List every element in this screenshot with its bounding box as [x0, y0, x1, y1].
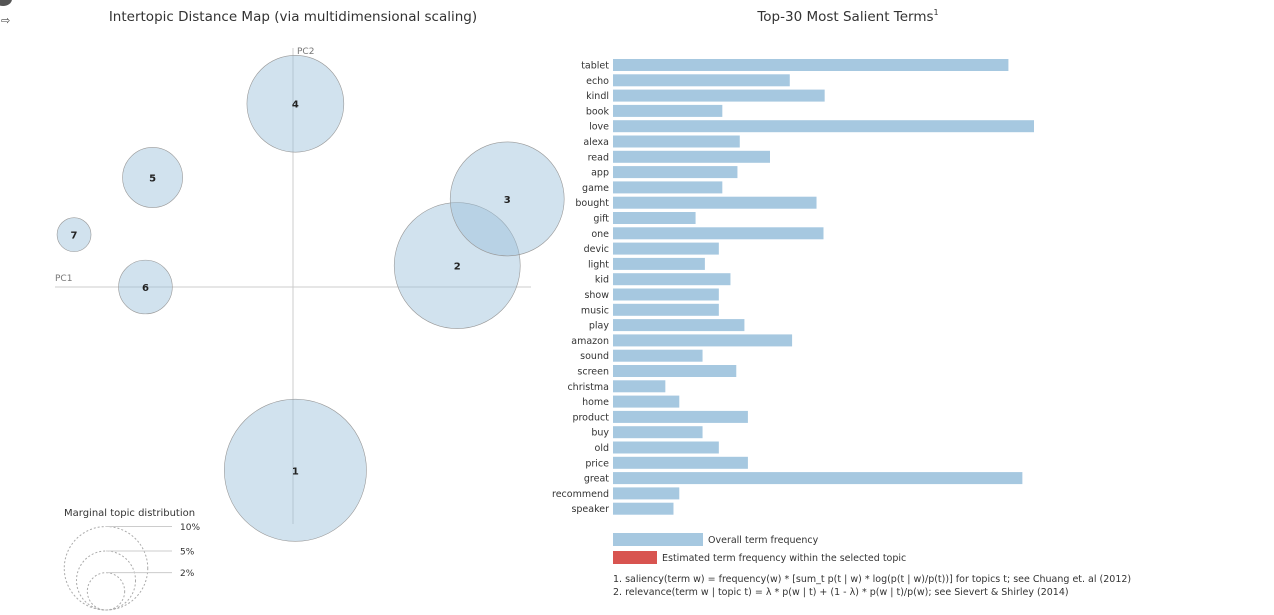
term-label-love[interactable]: love — [589, 122, 609, 133]
footnote-saliency: 1. saliency(term w) = frequency(w) * [su… — [613, 574, 1131, 585]
term-bar-play[interactable] — [613, 319, 745, 332]
status-dot — [0, 0, 12, 6]
term-bar-read[interactable] — [613, 150, 771, 163]
term-bar-buy[interactable] — [613, 426, 703, 439]
term-bar-screen[interactable] — [613, 365, 737, 377]
marginal-label-5: 5% — [180, 547, 195, 557]
marginal-circle-2 — [86, 572, 126, 611]
term-label-sound[interactable]: sound — [580, 351, 609, 362]
legend-label-1: Overall term frequency — [708, 535, 819, 546]
marginal-circle-10 — [63, 526, 149, 611]
term-label-gift[interactable]: gift — [593, 214, 609, 225]
term-label-recommend[interactable]: recommend — [552, 489, 609, 500]
intertopic-map-title: Intertopic Distance Map (via multidimens… — [109, 9, 477, 25]
term-bar-amazon[interactable] — [613, 334, 793, 347]
term-label-book[interactable]: book — [586, 106, 610, 117]
term-bar-christma[interactable] — [613, 380, 666, 393]
term-bar-alexa[interactable] — [613, 135, 740, 148]
term-label-show[interactable]: show — [584, 290, 609, 301]
topic-circle-1[interactable] — [223, 398, 367, 542]
term-label-game[interactable]: game — [582, 183, 609, 194]
term-bar-echo[interactable] — [613, 74, 790, 87]
term-label-one[interactable]: one — [591, 229, 609, 240]
salient-terms-title-text: Top-30 Most Salient Terms — [756, 9, 933, 25]
term-label-bought[interactable]: bought — [575, 198, 609, 209]
marginal-label-2: 2% — [180, 569, 195, 579]
salient-terms-panel: Top-30 Most Salient Terms1 tablet echo kin… — [552, 8, 1131, 598]
term-bar-music[interactable] — [613, 303, 719, 316]
pc1-axis-label: PC1 — [55, 274, 72, 284]
pc2-axis-label: PC2 — [297, 47, 314, 57]
topic-circle-3[interactable] — [449, 141, 565, 257]
topic-label-5[interactable]: 5 — [149, 174, 156, 185]
term-bar-one[interactable] — [613, 227, 824, 240]
topic-circle-6[interactable] — [118, 259, 173, 315]
footnote-relevance: 2. relevance(term w | topic t) = λ * p(w… — [613, 587, 1069, 598]
term-label-home[interactable]: home — [582, 397, 609, 408]
term-bar-game[interactable] — [613, 181, 723, 194]
term-bar-app[interactable] — [613, 166, 738, 179]
term-bar-gift[interactable] — [613, 212, 696, 224]
term-bar-product[interactable] — [613, 410, 748, 423]
legend-label-2: Estimated term frequency within the sele… — [662, 553, 906, 564]
term-label-screen[interactable]: screen — [577, 367, 609, 378]
topic-label-6[interactable]: 6 — [142, 283, 149, 294]
topic-label-2[interactable]: 2 — [454, 262, 461, 273]
term-bar-love[interactable] — [613, 120, 1034, 133]
term-bar-tablet[interactable] — [613, 59, 1009, 71]
term-label-alexa[interactable]: alexa — [583, 137, 609, 148]
term-bar-recommend[interactable] — [613, 487, 680, 500]
topic-label-1[interactable]: 1 — [292, 466, 299, 477]
term-bar-devic[interactable] — [613, 242, 719, 255]
term-label-christma[interactable]: christma — [567, 382, 609, 393]
term-label-kindl[interactable]: kindl — [586, 91, 609, 102]
term-label-speaker[interactable]: speaker — [571, 504, 609, 515]
legend-swatch-2 — [613, 551, 657, 564]
topic-circle-5[interactable] — [122, 147, 183, 208]
salient-terms-title-sup: 1 — [934, 8, 939, 17]
topic-circle-4[interactable] — [246, 54, 345, 153]
term-label-play[interactable]: play — [589, 321, 609, 332]
term-bar-price[interactable] — [613, 456, 748, 469]
topic-label-4[interactable]: 4 — [292, 100, 299, 111]
term-label-kid[interactable]: kid — [595, 275, 609, 286]
term-label-old[interactable]: old — [595, 443, 609, 454]
term-label-echo[interactable]: echo — [586, 76, 609, 87]
term-label-product[interactable]: product — [572, 412, 609, 423]
term-label-read[interactable]: read — [588, 152, 609, 163]
term-bar-speaker[interactable] — [613, 502, 674, 515]
term-label-app[interactable]: app — [591, 168, 609, 179]
term-label-music[interactable]: music — [581, 305, 609, 316]
salient-terms-title: Top-30 Most Salient Terms1 — [756, 8, 938, 25]
term-label-tablet[interactable]: tablet — [581, 61, 609, 72]
term-bar-book[interactable] — [613, 104, 723, 117]
intertopic-panel: Intertopic Distance Map (via multidimens… — [55, 9, 565, 611]
term-label-amazon[interactable]: amazon — [571, 336, 609, 347]
term-label-devic[interactable]: devic — [584, 244, 609, 255]
term-bar-old[interactable] — [613, 441, 719, 454]
topic-circle-7[interactable] — [56, 217, 92, 252]
term-label-buy[interactable]: buy — [591, 428, 609, 439]
topic-label-3[interactable]: 3 — [504, 195, 511, 206]
topic-circle-2[interactable] — [393, 202, 521, 329]
exit-icon[interactable]: ⇨ — [1, 14, 11, 27]
marginal-distribution-title: Marginal topic distribution — [64, 508, 195, 519]
term-bar-bought[interactable] — [613, 196, 817, 209]
term-label-great[interactable]: great — [584, 474, 609, 485]
term-label-price[interactable]: price — [585, 458, 609, 469]
marginal-label-10: 10% — [180, 523, 200, 533]
term-bar-light[interactable] — [613, 257, 705, 270]
legend-swatch-1 — [613, 533, 703, 546]
term-bar-home[interactable] — [613, 395, 680, 408]
term-label-light[interactable]: light — [588, 259, 609, 270]
term-bar-kid[interactable] — [613, 273, 731, 286]
marginal-circle-5 — [75, 550, 137, 611]
term-bar-show[interactable] — [613, 288, 719, 301]
topic-label-7[interactable]: 7 — [71, 231, 78, 242]
term-bar-kindl[interactable] — [613, 89, 825, 102]
term-bar-sound[interactable] — [613, 349, 703, 362]
term-bar-great[interactable] — [613, 472, 1023, 485]
